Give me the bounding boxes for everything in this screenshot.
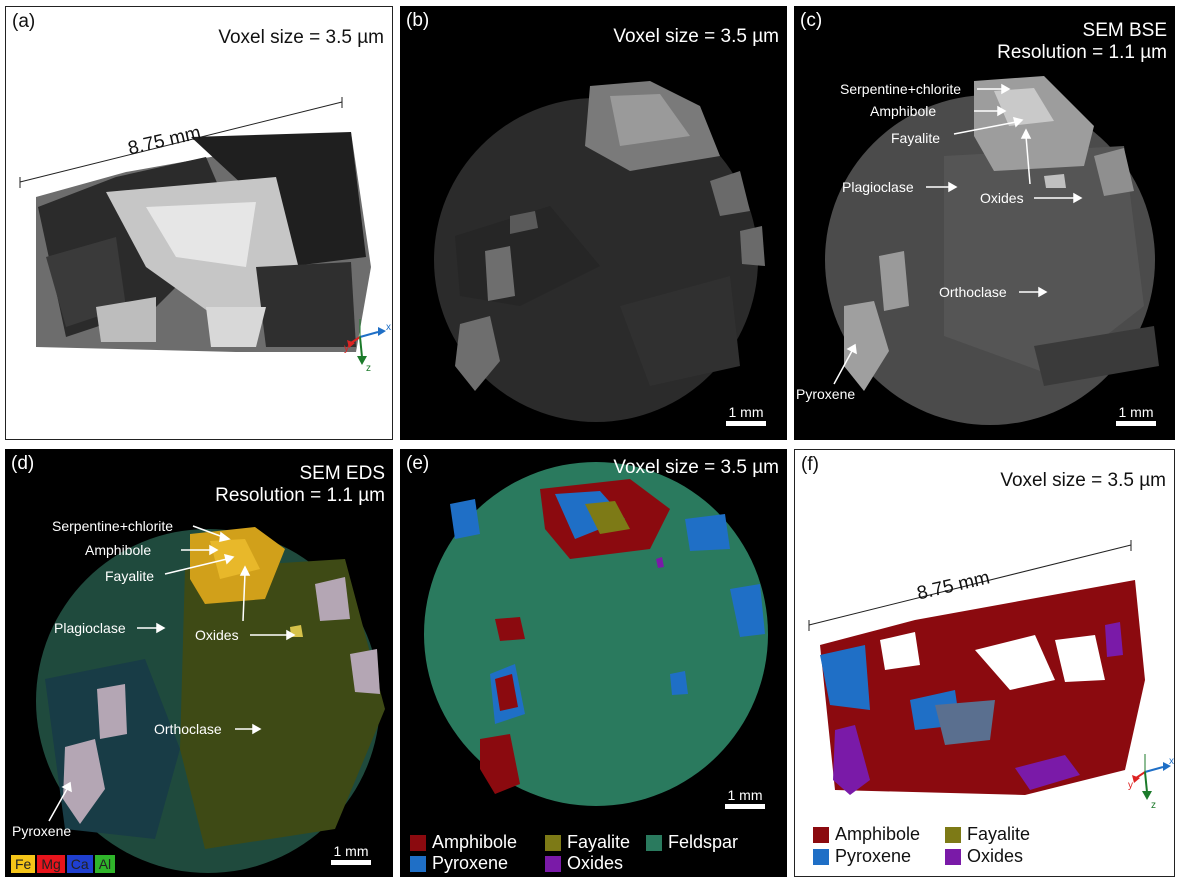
panel-a: (a) Voxel size = 3.5 µm 8.75 mm x y z bbox=[5, 6, 393, 440]
legend-swatch bbox=[813, 848, 829, 865]
scale-bar-label: 1 mm bbox=[333, 843, 369, 859]
legend-label: Oxides bbox=[567, 853, 624, 873]
element-key-fe: Fe bbox=[11, 855, 36, 873]
legend-swatch bbox=[410, 834, 426, 851]
label-orthoclase: Orthoclase bbox=[939, 284, 1007, 300]
legend-item-amphibole: Amphibole bbox=[410, 832, 517, 853]
scale-bar: 1 mm bbox=[726, 404, 766, 426]
label-fayalite: Fayalite bbox=[891, 130, 941, 146]
panel-d: (d) SEM EDS Resolution = 1.1 µm Serpenti… bbox=[5, 449, 393, 877]
annotation-arrows bbox=[833, 83, 1083, 385]
annotation-arrows bbox=[48, 525, 296, 822]
axis-z-label: z bbox=[1151, 800, 1156, 811]
legend-label: Fayalite bbox=[967, 824, 1031, 844]
label-plagioclase: Plagioclase bbox=[54, 620, 126, 636]
legend-item-pyroxene: Pyroxene bbox=[410, 853, 508, 874]
legend-swatch bbox=[545, 855, 561, 872]
panel-label: (f) bbox=[801, 454, 819, 475]
voxel-size-text: Voxel size = 3.5 µm bbox=[218, 27, 384, 48]
resolution-text: Resolution = 1.1 µm bbox=[997, 42, 1167, 63]
legend-item-pyroxene: Pyroxene bbox=[813, 846, 911, 867]
legend-label: Feldspar bbox=[668, 832, 739, 852]
legend-swatch bbox=[945, 848, 961, 865]
imaging-mode: SEM EDS bbox=[299, 463, 385, 484]
scale-bar-line bbox=[1116, 421, 1156, 426]
element-key: Fe Mg Ca Al bbox=[11, 855, 116, 873]
imaging-mode: SEM BSE bbox=[1082, 20, 1167, 41]
axis-x-label: x bbox=[386, 322, 391, 333]
axis-y-label: y bbox=[1128, 780, 1133, 791]
ct-volume-render bbox=[19, 97, 386, 365]
legend-item-feldspar: Feldspar bbox=[646, 832, 738, 853]
axis-z-label: z bbox=[366, 363, 371, 374]
ct-slice-image bbox=[434, 81, 765, 422]
legend-label: Amphibole bbox=[835, 824, 921, 844]
scale-bar: 1 mm bbox=[1116, 404, 1156, 426]
legend-item-oxides: Oxides bbox=[945, 846, 1023, 867]
legend-swatch bbox=[410, 855, 426, 872]
scale-bar-line bbox=[331, 860, 371, 865]
element-key-al: Al bbox=[94, 855, 116, 873]
imaging-mode-text: SEM BSE Resolution = 1.1 µm bbox=[997, 20, 1167, 64]
sem-eds-map bbox=[36, 527, 385, 873]
legend-label: Amphibole bbox=[432, 832, 518, 852]
legend-label: Fayalite bbox=[567, 832, 631, 852]
resolution-text: Resolution = 1.1 µm bbox=[215, 485, 385, 506]
element-key-ca: Ca bbox=[66, 855, 93, 873]
panel-c: (c) SEM BSE Resolution = 1.1 µm Serpenti… bbox=[794, 6, 1175, 440]
label-amphibole: Amphibole bbox=[870, 103, 937, 119]
legend-swatch bbox=[545, 834, 561, 851]
scale-bar: 1 mm bbox=[725, 787, 765, 809]
segmented-volume-render bbox=[808, 540, 1171, 800]
scale-bar-line bbox=[726, 421, 766, 426]
legend-swatch bbox=[813, 826, 829, 843]
label-pyroxene: Pyroxene bbox=[796, 386, 856, 402]
label-plagioclase: Plagioclase bbox=[842, 179, 914, 195]
voxel-size-text: Voxel size = 3.5 µm bbox=[1000, 470, 1166, 491]
label-amphibole: Amphibole bbox=[85, 542, 152, 558]
label-serpentine-chlorite: Serpentine+chlorite bbox=[840, 81, 962, 97]
axis-x-label: x bbox=[1169, 756, 1174, 767]
scale-bar: 1 mm bbox=[331, 843, 371, 865]
panel-f: (f) Voxel size = 3.5 µm 8.75 mm x y z bbox=[794, 449, 1175, 877]
sem-bse-image bbox=[825, 76, 1159, 425]
imaging-mode-text: SEM EDS Resolution = 1.1 µm bbox=[215, 463, 385, 507]
panel-label: (d) bbox=[11, 453, 35, 474]
legend-item-fayalite: Fayalite bbox=[545, 832, 630, 853]
panel-label: (a) bbox=[12, 11, 36, 32]
axis-y-label: y bbox=[344, 343, 349, 354]
element-key-mg: Mg bbox=[37, 855, 65, 873]
label-fayalite: Fayalite bbox=[105, 568, 155, 584]
panel-label: (c) bbox=[800, 10, 823, 31]
scale-bar-line bbox=[725, 804, 765, 809]
scale-bar-label: 1 mm bbox=[727, 787, 763, 803]
legend-item-fayalite: Fayalite bbox=[945, 824, 1030, 845]
panel-label: (b) bbox=[406, 10, 430, 31]
legend-label: Oxides bbox=[967, 846, 1024, 866]
legend-swatch bbox=[646, 834, 662, 851]
label-pyroxene: Pyroxene bbox=[12, 823, 72, 839]
axis-triad-icon bbox=[1132, 754, 1171, 800]
legend-item-amphibole: Amphibole bbox=[813, 824, 920, 845]
axis-triad-icon bbox=[347, 319, 386, 365]
panel-e: (e) Voxel size = 3.5 µm 1 mm Amphibole F… bbox=[400, 449, 787, 877]
label-oxides: Oxides bbox=[195, 627, 239, 643]
panel-label: (e) bbox=[406, 453, 430, 474]
panel-b: (b) Voxel size = 3.5 µm 1 mm bbox=[400, 6, 787, 440]
scale-bar-label: 1 mm bbox=[1118, 404, 1154, 420]
segmented-slice bbox=[424, 462, 768, 806]
legend-label: Pyroxene bbox=[835, 846, 912, 866]
scale-bar-label: 1 mm bbox=[728, 404, 764, 420]
label-orthoclase: Orthoclase bbox=[154, 721, 222, 737]
label-serpentine-chlorite: Serpentine+chlorite bbox=[52, 518, 174, 534]
legend-swatch bbox=[945, 826, 961, 843]
legend-item-oxides: Oxides bbox=[545, 853, 623, 874]
voxel-size-text: Voxel size = 3.5 µm bbox=[613, 26, 779, 47]
legend-label: Pyroxene bbox=[432, 853, 509, 873]
label-oxides: Oxides bbox=[980, 190, 1024, 206]
voxel-size-text: Voxel size = 3.5 µm bbox=[613, 457, 779, 478]
